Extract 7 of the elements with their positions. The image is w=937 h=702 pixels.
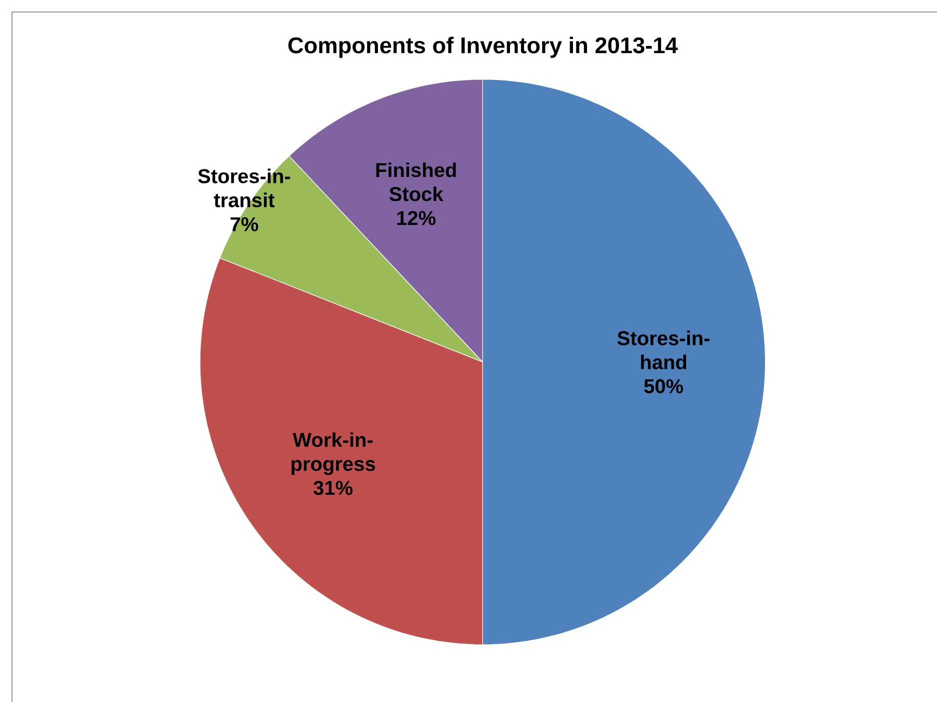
slice-label: Stores-in-hand (618, 330, 710, 370)
slice-label: Work-in-progress (292, 432, 376, 476)
data-label: 31% (313, 480, 353, 496)
data-label: 12% (397, 210, 436, 226)
chart-title: Components of Inventory in 2013-14 (288, 36, 678, 58)
slice-label: Finished Stock (376, 162, 456, 202)
data-label: 50% (644, 379, 684, 394)
